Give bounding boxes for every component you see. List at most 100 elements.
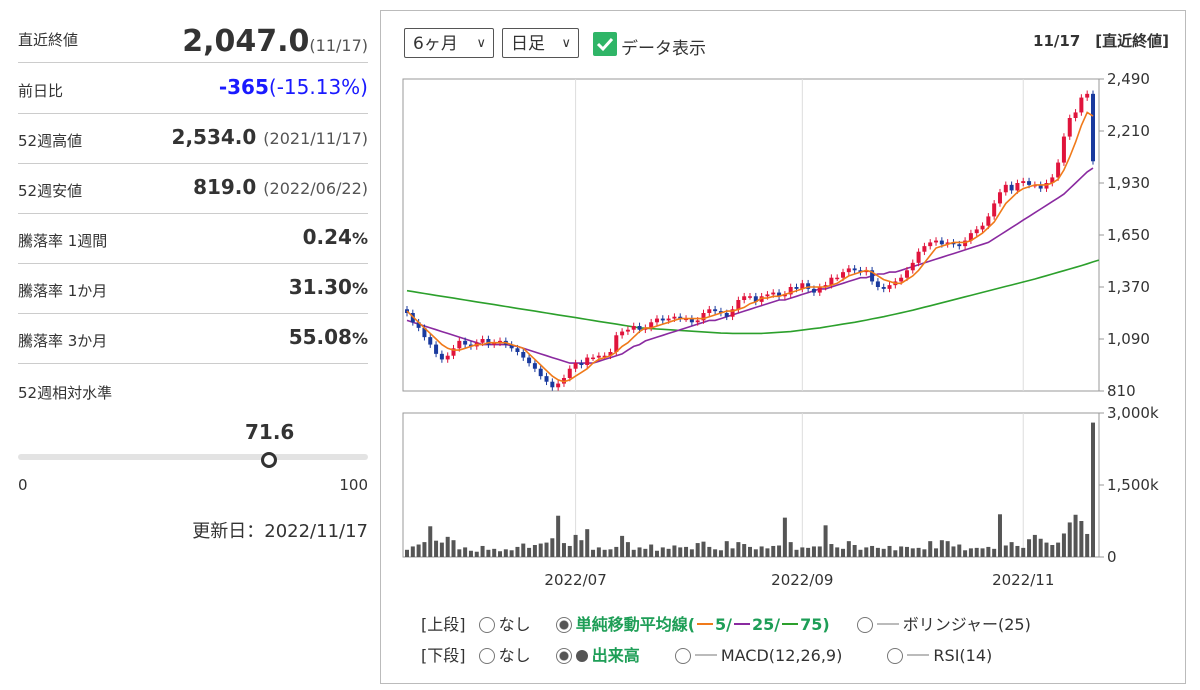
- candle-body: [678, 316, 683, 319]
- candle-body: [1073, 112, 1078, 118]
- volume-bar: [561, 543, 566, 557]
- volume-bar: [532, 545, 537, 557]
- candle-body: [1038, 184, 1043, 189]
- candle-body: [753, 296, 758, 302]
- candle-body: [951, 242, 956, 245]
- w1-value: 0.24: [302, 225, 352, 249]
- candle-body: [724, 313, 729, 317]
- candle-body: [870, 270, 875, 282]
- volume-bar: [434, 540, 439, 557]
- candle-body: [875, 281, 880, 287]
- candle-body: [742, 296, 747, 300]
- candle-body: [1079, 97, 1084, 113]
- volume-bar: [649, 544, 654, 557]
- volume-bar: [1061, 533, 1066, 557]
- period-select[interactable]: 6ヶ月 ∨: [404, 28, 494, 58]
- candle-body: [852, 268, 857, 271]
- volume-bar: [730, 548, 735, 557]
- volume-bar: [806, 547, 811, 557]
- rsi-label: RSI(14): [933, 646, 993, 665]
- volume-bar: [492, 548, 497, 557]
- volume-bar: [899, 546, 904, 557]
- low52-label: 52週安値: [18, 182, 83, 200]
- candle-body: [428, 337, 433, 345]
- gauge-label: 52週相対水準: [18, 384, 113, 402]
- volume-bar: [910, 548, 915, 557]
- volume-bar: [765, 548, 770, 557]
- bollinger-option[interactable]: ボリンジャー(25): [856, 615, 1031, 634]
- candle-body: [585, 357, 590, 365]
- volume-bar: [1056, 542, 1061, 557]
- bollinger-label: ボリンジャー(25): [902, 615, 1031, 634]
- m3-value-group: 55.08%: [289, 325, 368, 349]
- interval-select[interactable]: 日足 ∨: [502, 28, 579, 58]
- volume-bar: [1079, 521, 1084, 557]
- high52-row: 52週高値 2,534.0 (2021/11/17): [18, 113, 368, 164]
- volume-label: 出来高: [591, 646, 640, 665]
- sma-label: 単純移動平均線(: [575, 615, 696, 634]
- candle-body: [561, 378, 566, 384]
- candle-body: [817, 287, 822, 293]
- volume-bar: [1015, 545, 1020, 557]
- candle-body: [1085, 93, 1090, 98]
- radio-icon: [856, 617, 873, 633]
- volume-bar: [1009, 542, 1014, 557]
- lower-none-option[interactable]: なし: [478, 646, 531, 665]
- candle-body: [416, 322, 421, 328]
- radio-selected-icon: [555, 617, 572, 633]
- candle-body: [486, 339, 491, 345]
- volume-bar: [997, 514, 1002, 557]
- volume-plot-frame: [402, 412, 1100, 558]
- candle-body: [445, 355, 450, 360]
- candle-body: [457, 340, 462, 349]
- m3-label: 騰落率 3か月: [18, 332, 108, 350]
- change-value-group: -365(-15.13%): [219, 75, 368, 99]
- rsi-option[interactable]: RSI(14): [887, 646, 992, 665]
- candle-body: [492, 342, 497, 345]
- upper-none-option[interactable]: なし: [478, 615, 531, 634]
- volume-bar: [643, 548, 648, 557]
- price-tick-label: 1,090: [1107, 330, 1150, 348]
- volume-bar: [1067, 522, 1072, 557]
- volume-bar: [742, 544, 747, 557]
- candle-body: [887, 285, 892, 289]
- sma-option[interactable]: 単純移動平均線(5/25/75): [555, 615, 830, 634]
- show-data-checkbox[interactable]: [593, 32, 617, 56]
- chevron-down-icon: ∨: [476, 36, 486, 51]
- candle-body: [550, 381, 555, 388]
- candle-body: [434, 344, 439, 354]
- candle-body: [707, 309, 712, 313]
- volume-bar: [1038, 538, 1043, 557]
- candle-body: [939, 240, 944, 245]
- m1-value-group: 31.30%: [289, 275, 368, 299]
- candle-body: [858, 270, 863, 273]
- candle-body: [463, 340, 468, 345]
- volume-bar: [875, 547, 880, 557]
- candle-body: [573, 363, 578, 369]
- x-tick-label: 2022/09: [771, 571, 833, 589]
- candle-body: [591, 357, 596, 360]
- high52-date: (2021/11/17): [263, 129, 368, 148]
- candle-body: [992, 203, 997, 217]
- candle-body: [934, 240, 939, 243]
- candle-body: [521, 352, 526, 358]
- candle-body: [968, 233, 973, 241]
- upper-label: [上段]: [421, 615, 466, 634]
- macd-option[interactable]: MACD(12,26,9): [674, 646, 842, 665]
- volume-tick-label: 0: [1107, 548, 1117, 566]
- candle-body: [1061, 136, 1066, 163]
- volume-bar: [457, 549, 462, 557]
- candle-body: [532, 363, 537, 369]
- candle-body: [794, 287, 799, 289]
- volume-bar: [841, 548, 846, 557]
- volume-bar: [602, 549, 607, 557]
- check-icon: [596, 37, 614, 52]
- lower-none-label: なし: [498, 646, 531, 665]
- volume-bar: [660, 547, 665, 557]
- candle-body: [1027, 181, 1032, 185]
- ma75-line-icon: [782, 623, 799, 625]
- high52-value: 2,534.0: [171, 125, 257, 149]
- volume-bar: [544, 542, 549, 557]
- volume-option[interactable]: 出来高: [555, 646, 640, 665]
- candle-body: [660, 318, 665, 321]
